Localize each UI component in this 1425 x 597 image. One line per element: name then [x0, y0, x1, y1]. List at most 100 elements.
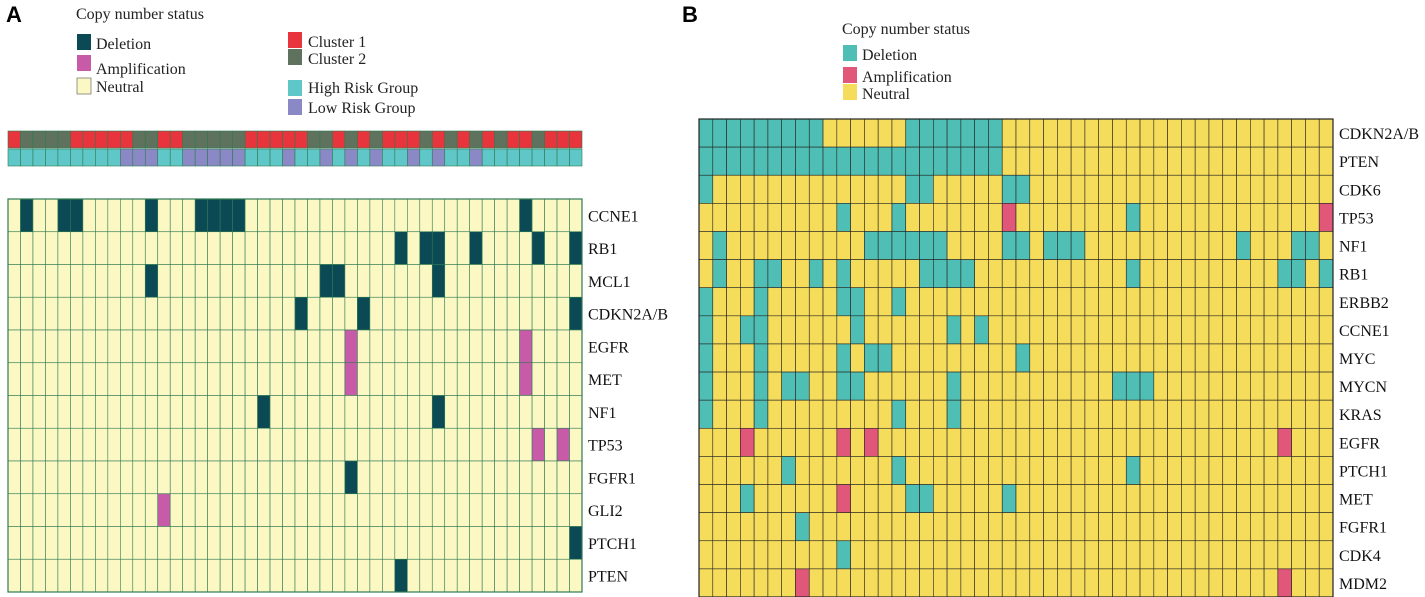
panel-b-cell-neutral [1305, 259, 1320, 289]
panel-b-cell-neutral [919, 315, 934, 345]
panel-a-cluster-cell [519, 130, 533, 149]
panel-a-cell-neutral [444, 493, 458, 527]
panel-a-cell-neutral [419, 427, 433, 462]
panel-b-cell-neutral [1112, 315, 1127, 345]
panel-b-cell-neutral [1001, 456, 1017, 485]
panel-a-cell-neutral [269, 264, 283, 298]
panel-a-cell-neutral [394, 493, 408, 527]
panel-a-cell-neutral [132, 264, 146, 298]
panel-b-cell-deletion [1291, 259, 1306, 289]
panel-b-cell-neutral [1236, 315, 1251, 345]
panel-b-cell-neutral [946, 512, 962, 542]
panel-b-cell-neutral [1001, 512, 1017, 542]
panel-b-cell-neutral [822, 231, 838, 260]
panel-a-cell-neutral [569, 395, 583, 429]
panel-a-cell-neutral [319, 395, 333, 429]
panel-b-cell-neutral [740, 540, 755, 570]
panel-b-cell-neutral [1236, 512, 1251, 542]
panel-b-cell-neutral [1112, 259, 1127, 289]
panel-a-cell-neutral [182, 264, 196, 298]
panel-b-cell-neutral [1194, 146, 1210, 176]
panel-b-cell-neutral [1112, 343, 1127, 373]
panel-a-cell-neutral [269, 362, 283, 396]
panel-a-cell-neutral [531, 493, 545, 527]
panel-b-cell-neutral [960, 456, 975, 485]
panel-b-cell-deletion [781, 371, 796, 401]
panel-a-cell-neutral [70, 264, 84, 298]
panel-b-cell-neutral [1029, 540, 1044, 570]
panel-a-cell-neutral [144, 427, 159, 462]
panel-a-cell-neutral [32, 460, 46, 495]
panel-a-cell-neutral [369, 460, 383, 495]
panel-b-cell-neutral [1139, 203, 1155, 232]
panel-a-cell-neutral [569, 362, 583, 396]
panel-a-cell-deletion [332, 264, 346, 298]
panel-a-cell-neutral [419, 558, 433, 593]
panel-a-cell-neutral [382, 493, 396, 527]
panel-a-cell-neutral [194, 329, 208, 364]
panel-b-cell-neutral [1139, 118, 1155, 148]
panel-b-cell-neutral [988, 540, 1003, 570]
panel-b-legend-neutral: Neutral [862, 86, 911, 103]
panel-b-cell-neutral [1098, 203, 1113, 232]
panel-a-cell-neutral [531, 264, 545, 298]
panel-b-cell-neutral [933, 174, 948, 204]
panel-a-cell-neutral [107, 558, 121, 593]
panel-a-cell-neutral [556, 558, 570, 593]
panel-b-cell-neutral [1153, 427, 1168, 457]
panel-b-cell-neutral [1084, 484, 1099, 513]
panel-b-cell-neutral [1015, 456, 1031, 485]
panel-b-cell-deletion [1043, 231, 1058, 260]
panel-b-cell-neutral [974, 399, 989, 429]
panel-b-cell-deletion [1057, 231, 1072, 260]
panel-a-risk-cell [431, 148, 446, 167]
panel-b-cell-neutral [781, 203, 796, 232]
panel-b-cell-neutral [988, 203, 1003, 232]
panel-b-cell-neutral [905, 427, 920, 457]
panel-b-cell-neutral [1029, 427, 1044, 457]
panel-b-gene-label: MET [1339, 492, 1373, 509]
panel-b-cell-deletion [905, 146, 920, 176]
panel-b-cell-neutral [767, 399, 782, 429]
panel-a-risk-cell [7, 148, 21, 167]
panel-b-cell-neutral [1029, 259, 1044, 289]
panel-b-cell-neutral [1112, 540, 1127, 570]
panel-b-cell-neutral [1043, 259, 1058, 289]
panel-a-cluster-cell [7, 130, 21, 149]
panel-a-cell-neutral [456, 198, 470, 233]
panel-a-cell-neutral [481, 526, 495, 560]
panel-b-cell-neutral [1043, 343, 1058, 373]
panel-b-cell-neutral [877, 484, 893, 513]
panel-b-cell-neutral [974, 343, 989, 373]
panel-b-cell-neutral [808, 399, 824, 429]
panel-b-cell-neutral [1236, 287, 1251, 317]
panel-a-cell-neutral [469, 427, 483, 462]
panel-a-cell-neutral [20, 526, 34, 560]
panel-a-cell-neutral [269, 329, 283, 364]
panel-b-cell-neutral [836, 456, 851, 485]
panel-b-cell-neutral [1181, 512, 1196, 542]
panel-a-label: A [6, 2, 22, 27]
panel-a-cell-neutral [70, 526, 84, 560]
panel-b-cell-neutral [1222, 231, 1237, 260]
panel-a-cell-neutral [107, 460, 121, 495]
panel-b-cell-deletion [891, 399, 907, 429]
panel-b-cell-neutral [1277, 146, 1292, 176]
panel-b-cell-neutral [1112, 456, 1127, 485]
panel-b-cell-neutral [767, 231, 782, 260]
panel-b-cell-neutral [1208, 484, 1224, 513]
panel-a-cell-neutral [319, 296, 333, 331]
panel-a-cell-neutral [57, 460, 71, 495]
panel-b-cell-neutral [822, 512, 838, 542]
panel-b-cell-neutral [1318, 174, 1334, 204]
panel-b-cell-neutral [933, 399, 948, 429]
panel-a-cluster-cell [531, 130, 545, 149]
panel-b-cell-neutral [1043, 484, 1058, 513]
panel-b-cell-neutral [933, 568, 948, 597]
panel-b-cell-amplification [1277, 427, 1292, 457]
panel-b-cell-deletion [808, 259, 824, 289]
panel-b-cell-neutral [1250, 287, 1265, 317]
panel-a-cell-neutral [319, 198, 333, 233]
panel-b-cell-neutral [877, 118, 893, 148]
panel-b-cell-neutral [1222, 427, 1237, 457]
